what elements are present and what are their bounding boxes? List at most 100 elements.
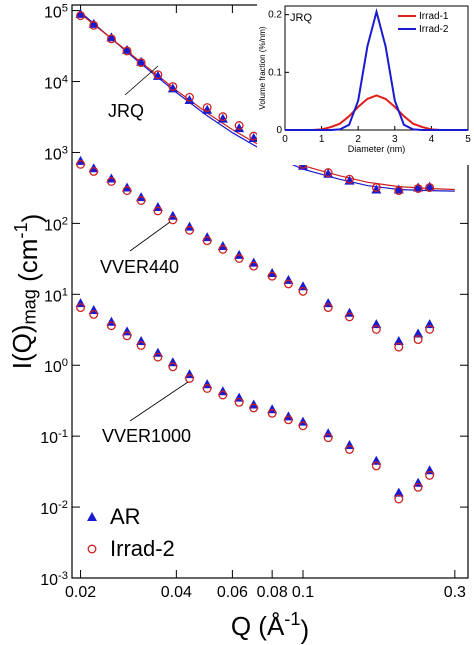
inset-x-label: Diameter (nm)	[348, 144, 406, 154]
data-point	[202, 384, 212, 393]
data-point	[136, 341, 146, 350]
data-point	[168, 215, 178, 225]
legend-label: Irrad-1	[419, 11, 449, 22]
data-point	[75, 8, 86, 18]
legend-marker	[87, 512, 97, 521]
legend-marker	[87, 544, 97, 554]
legend-label: Irrad-2	[110, 536, 175, 561]
annotation: VVER1000	[102, 426, 191, 446]
data-point	[122, 46, 132, 56]
y-tick-label: 102	[44, 215, 68, 234]
data-point	[393, 184, 404, 194]
data-point	[371, 183, 381, 193]
x-tick-label: 0.06	[217, 584, 248, 601]
y-tick-label: 0	[276, 125, 282, 136]
x-tick-label: 0.02	[65, 584, 96, 601]
inset-title: JRQ	[290, 12, 312, 24]
legend-label: AR	[110, 504, 141, 529]
x-tick-label: 2	[355, 134, 361, 145]
x-tick-label: 0.1	[292, 584, 314, 601]
data-point	[76, 159, 86, 169]
y-tick-label: 101	[44, 286, 68, 305]
x-tick-label: 0	[282, 134, 288, 145]
annotation: JRQ	[108, 101, 144, 121]
data-point	[234, 254, 244, 263]
data-point	[202, 236, 212, 246]
x-tick-label: 0.08	[257, 584, 288, 601]
x-tick-label: 4	[429, 134, 435, 145]
y-tick-label: 10-1	[40, 428, 68, 447]
data-point	[76, 11, 86, 21]
data-point	[106, 32, 117, 42]
y-axis-label: I(Q)mag (cm-1)	[7, 214, 47, 370]
data-point	[425, 183, 435, 193]
data-point	[122, 331, 132, 341]
y-tick-label: 0.2	[268, 9, 282, 20]
data-point	[424, 181, 435, 191]
data-point	[218, 244, 228, 254]
y-tick-label: 10-3	[40, 570, 68, 589]
data-point	[89, 309, 99, 319]
data-point	[122, 186, 132, 196]
data-point	[168, 362, 178, 372]
data-point	[136, 58, 146, 68]
data-point	[218, 112, 228, 122]
data-point	[425, 324, 435, 334]
data-point	[168, 82, 178, 91]
data-point	[234, 397, 244, 407]
data-point	[323, 168, 333, 178]
x-axis-label: Q (Å-1)	[231, 609, 309, 645]
data-point	[106, 321, 116, 331]
x-tick-label: 0.04	[161, 584, 192, 601]
data-point	[218, 390, 228, 400]
data-point	[394, 186, 404, 196]
data-point	[185, 374, 194, 383]
data-point	[371, 184, 382, 194]
data-point	[185, 92, 194, 102]
data-point	[393, 487, 404, 497]
data-point	[217, 113, 228, 123]
data-point	[413, 328, 424, 338]
data-line	[285, 7, 468, 131]
data-point	[413, 482, 423, 492]
data-point	[249, 261, 259, 271]
data-point	[122, 44, 133, 54]
x-tick-label: 1	[319, 134, 325, 145]
data-point	[413, 182, 424, 192]
x-tick-label: 3	[392, 134, 398, 145]
data-point	[413, 184, 423, 193]
y-tick-label: 104	[44, 73, 68, 92]
data-point	[153, 206, 163, 216]
data-point	[89, 166, 99, 176]
data-point	[89, 20, 99, 30]
data-point	[371, 461, 381, 471]
data-point	[413, 335, 423, 345]
data-point	[345, 174, 354, 184]
data-point	[298, 421, 308, 431]
y-tick-label: 0.1	[268, 67, 282, 78]
data-point	[345, 444, 354, 454]
y-tick-label: 103	[44, 144, 68, 163]
x-tick-label: 5	[465, 134, 471, 145]
annotation-leader	[129, 381, 189, 422]
data-point	[323, 433, 333, 443]
data-point	[202, 103, 212, 112]
data-point	[88, 18, 99, 28]
inset-y-label: Volume fraction (%/nm)	[258, 26, 267, 109]
annotation-leader	[129, 221, 171, 252]
data-point	[234, 121, 244, 130]
data-point	[185, 225, 194, 235]
annotation: VVER440	[100, 257, 179, 277]
data-point	[283, 415, 293, 425]
data-point	[323, 303, 333, 313]
inset-frame	[284, 5, 469, 131]
x-tick-label: 0.3	[444, 584, 466, 601]
annotation-leader	[124, 65, 159, 96]
data-point	[153, 352, 163, 362]
data-point	[76, 303, 86, 313]
data-point	[202, 104, 213, 114]
data-point	[267, 271, 277, 281]
data-point	[106, 34, 116, 44]
data-point	[267, 408, 277, 418]
